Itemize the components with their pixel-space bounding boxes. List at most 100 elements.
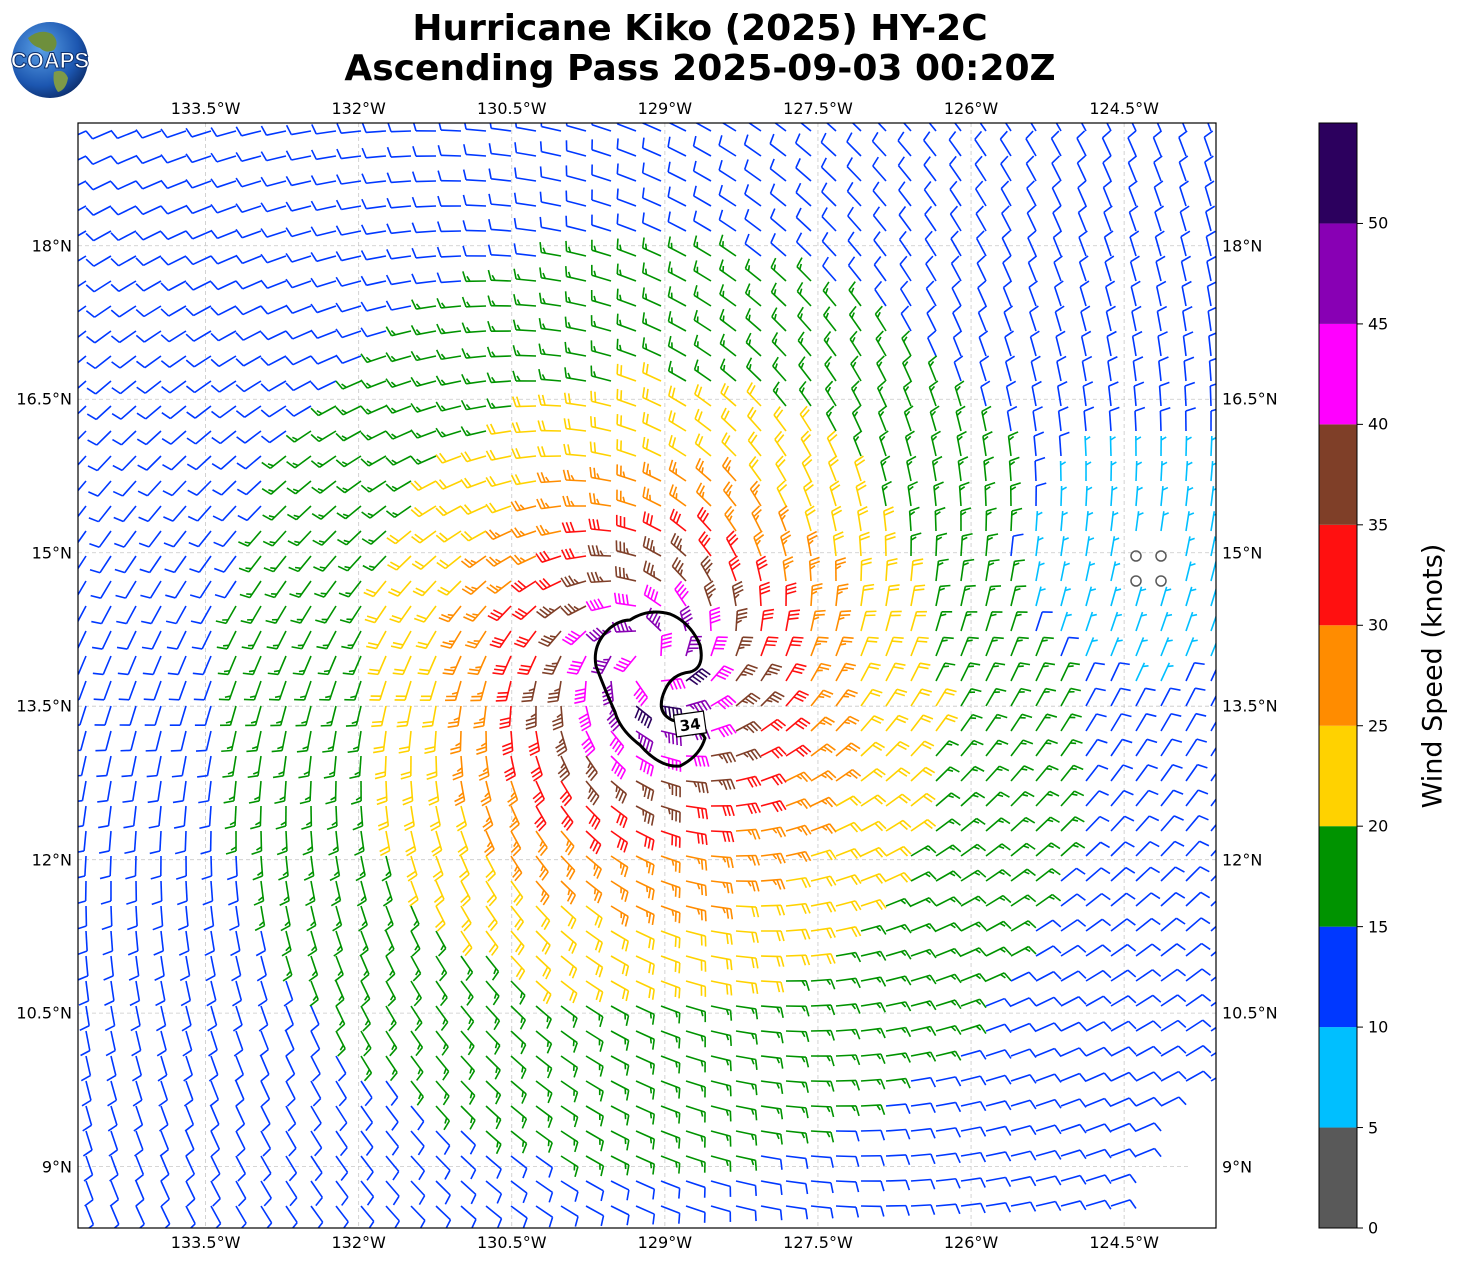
wind-barb [107,1105,118,1132]
wind-barb [735,1005,759,1020]
wind-barb [460,930,473,957]
wind-barb [103,955,115,981]
wind-barb [735,828,761,840]
wind-barb [1085,611,1097,632]
wind-barb [295,705,312,727]
wind-barb [1008,456,1020,482]
wind-barb [460,1130,477,1155]
wind-barb [1035,482,1047,507]
wind-barb [685,1180,706,1198]
wind-barb [685,805,709,820]
wind-barb [796,257,812,282]
wind-barb [755,555,768,582]
wind-barb [785,690,809,707]
wind-barb [356,880,367,907]
wind-barb [1154,205,1165,232]
wind-barb [771,332,787,357]
lon-tick-label-top: 133.5°W [170,99,241,118]
wind-barb [132,1080,143,1107]
wind-barb [1185,637,1198,657]
wind-barb [760,1055,784,1069]
wind-barb [335,1180,349,1206]
wind-barb [160,1180,171,1207]
wind-barb [410,1030,424,1057]
wind-barb [1010,559,1025,582]
wind-barb [185,1130,195,1157]
wind-barb [910,871,937,882]
wind-barb [1060,511,1068,532]
wind-barb [336,480,362,494]
wind-barb [565,240,587,257]
wind-barb [158,1105,169,1132]
wind-barb [985,972,1012,982]
wind-barb [1051,180,1062,207]
wind-barb [769,133,787,157]
wind-barb [635,1080,656,1100]
wind-barb [685,780,709,794]
wind-barb [1058,431,1070,457]
wind-barb [760,878,786,890]
wind-barb [535,930,551,955]
wind-barb [88,505,112,523]
wind-barb [410,402,437,413]
wind-barb [310,149,337,161]
wind-barb [116,605,137,625]
wind-barb [285,430,312,443]
wind-barb [510,1105,528,1129]
wind-barb [410,1105,425,1131]
wind-barb [195,730,212,752]
wind-barb [1135,1122,1162,1132]
wind-barb [1010,507,1023,532]
wind-barb [360,275,387,287]
wind-barb [141,605,162,625]
plot-frame [77,122,1217,1229]
wind-barb [960,817,986,832]
wind-barb [485,880,498,907]
wind-barb [641,162,662,182]
wind-barb [960,843,987,857]
wind-barb [450,730,462,755]
wind-barb [488,143,512,157]
wind-barb [460,1055,476,1081]
wind-barb [460,1155,477,1180]
wind-barb [286,480,312,495]
gridlines [78,123,1216,1228]
wind-barb [560,980,578,1004]
wind-barb [610,780,628,804]
wind-barb [935,714,958,732]
wind-barb [1060,867,1086,882]
wind-barb [785,744,812,757]
lon-tick-label-top: 127.5°W [783,99,853,118]
wind-barb [860,1027,886,1039]
wind-barb [279,880,290,906]
wind-barb [635,1180,656,1200]
wind-barb [960,1202,986,1214]
wind-barb [235,380,262,393]
wind-barb [488,193,512,207]
wind-barb [642,123,662,132]
wind-barb [78,305,87,313]
wind-barb [563,443,587,457]
wind-barb [1105,305,1116,332]
wind-barb [1210,798,1216,807]
wind-barb [181,1005,192,1032]
wind-barb [668,410,687,432]
wind-barb [660,780,681,798]
wind-barb [578,705,592,732]
wind-barb [641,237,662,257]
wind-barb [1210,486,1216,507]
wind-barb [537,420,562,432]
wind-barb [267,655,287,676]
wind-barb [310,430,337,443]
wind-barb [1077,205,1088,232]
wind-barb [1160,486,1169,507]
wind-barb [1035,1200,1062,1212]
wind-barb [137,455,162,471]
wind-barb [110,255,137,267]
wind-barb [641,137,662,157]
wind-barb [302,830,314,856]
wind-barb [135,180,162,190]
wind-barb [1110,561,1121,582]
wind-barb [260,1155,272,1182]
